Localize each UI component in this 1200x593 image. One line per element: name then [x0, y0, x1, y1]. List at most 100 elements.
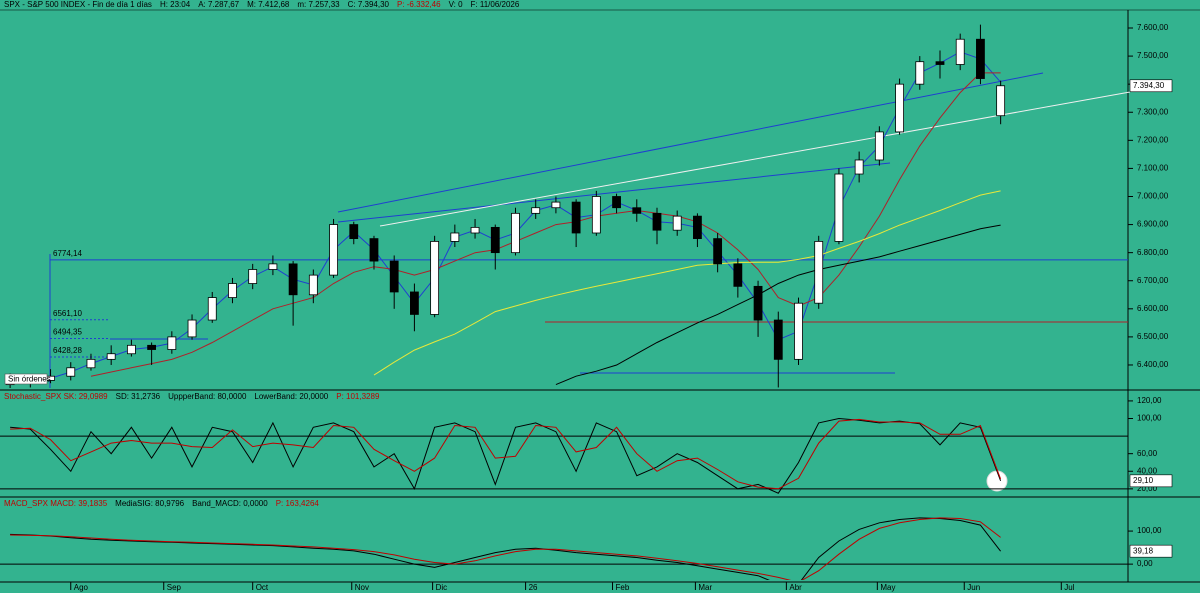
candle-body — [693, 215, 702, 240]
candle-body — [430, 241, 440, 315]
header-item: MediaSIG: 80,9796 — [115, 499, 184, 508]
x-tick-label: May — [880, 583, 895, 592]
candle-body — [915, 61, 925, 85]
last-value-label: 39,18 — [1133, 546, 1154, 555]
series-line — [10, 418, 1002, 490]
x-tick-label: Abr — [789, 583, 802, 592]
series-line — [10, 417, 1002, 494]
header-item: Stochastic_SPX SK: 29,0989 — [4, 392, 108, 401]
x-tick-label: Jun — [967, 583, 980, 592]
header-item: LowerBand: 20,0000 — [254, 392, 328, 401]
header-item: P: -6.332,46 — [397, 0, 441, 9]
last-value-box — [1129, 474, 1173, 488]
series-line — [373, 190, 1001, 376]
candle-body — [551, 201, 561, 209]
candle-body — [126, 344, 136, 355]
y-tick-label: 7.500,00 — [1137, 51, 1169, 60]
candle-body — [854, 159, 864, 175]
candle-body — [349, 224, 359, 240]
last-value-label: 29,10 — [1133, 476, 1154, 485]
candle-body — [329, 224, 338, 276]
cursor-icon — [986, 470, 1008, 492]
candle-body — [955, 38, 965, 65]
header-item: M: 7.412,68 — [247, 0, 290, 9]
panel-header: Stochastic_SPX SK: 29,0989 SD: 31,2736 Upp… — [4, 392, 380, 401]
header-item: C: 7.394,30 — [348, 0, 390, 9]
y-tick-label: 6.400,00 — [1137, 360, 1169, 369]
candle-body — [874, 131, 884, 161]
candle-body — [167, 336, 177, 350]
candle-body — [773, 319, 783, 360]
candle-body — [106, 353, 116, 360]
series-line — [10, 517, 1001, 580]
trend-line — [337, 72, 1044, 213]
header-item: SPX - S&P 500 INDEX - Fin de día 1 días — [4, 0, 152, 9]
candle-body — [814, 241, 824, 304]
trend-line — [337, 162, 891, 223]
y-tick-label: 6.800,00 — [1137, 248, 1169, 257]
y-tick-label: 6.500,00 — [1137, 332, 1169, 341]
y-tick-label: 60,00 — [1137, 449, 1158, 458]
last-value-box — [1129, 544, 1173, 558]
candle-body — [713, 238, 723, 265]
y-tick-label: 7.000,00 — [1137, 192, 1169, 201]
last-value-box — [1129, 79, 1173, 93]
header-item: P: 101,3289 — [336, 392, 380, 401]
y-tick-label: 7.200,00 — [1137, 135, 1169, 144]
candle-body — [753, 285, 763, 321]
candle-body — [86, 358, 96, 369]
header-item: UppperBand: 80,0000 — [168, 392, 247, 401]
panel-header: SPX - S&P 500 INDEX - Fin de día 1 días H… — [4, 0, 520, 9]
header-item: F: 11/06/2026 — [471, 0, 520, 9]
y-tick-label: 7.600,00 — [1137, 23, 1169, 32]
y-tick-label: 40,00 — [1137, 466, 1158, 475]
x-tick-label: Oct — [256, 583, 269, 592]
panel — [0, 517, 1128, 580]
candle-body — [733, 263, 743, 287]
candle-body — [268, 263, 278, 270]
header-item: m: 7.257,33 — [297, 0, 340, 9]
status-box — [4, 373, 48, 385]
x-tick-label: 26 — [529, 583, 538, 592]
candle-body — [531, 207, 541, 214]
candle-body — [308, 274, 318, 296]
header-item: MACD_SPX MACD: 39,1835 — [4, 499, 108, 508]
candle-body — [632, 207, 642, 214]
panel — [0, 417, 1128, 494]
y-tick-label: 7.100,00 — [1137, 164, 1169, 173]
x-tick-label: Mar — [698, 583, 712, 592]
header-item: P: 163,4264 — [276, 499, 320, 508]
y-tick-label: 120,00 — [1137, 396, 1162, 405]
last-value-label: 7.394,30 — [1133, 81, 1165, 90]
y-tick-label: 100,00 — [1137, 414, 1162, 423]
candle-body — [207, 297, 217, 321]
candle-body — [66, 367, 76, 377]
status-text: Sin órdenes — [8, 375, 51, 384]
candle-body — [187, 319, 197, 338]
candle-body — [652, 212, 662, 231]
candle-body — [834, 173, 844, 242]
candle-body — [976, 38, 985, 79]
candle-body — [895, 83, 904, 133]
candle-body — [288, 263, 298, 296]
header-item: SD: 31,2736 — [116, 392, 161, 401]
x-tick-label: Feb — [616, 583, 630, 592]
candle-body — [147, 344, 157, 350]
candle-body — [591, 196, 601, 234]
y-tick-label: 6.600,00 — [1137, 304, 1169, 313]
candle-body — [470, 226, 480, 234]
annotation-label: 6428,28 — [53, 346, 82, 355]
header-item: A: 7.287,67 — [198, 0, 239, 9]
panel-header: MACD_SPX MACD: 39,1835 MediaSIG: 80,9796 B… — [4, 499, 319, 508]
candle-body — [369, 238, 379, 262]
header-item: Band_MACD: 0,0000 — [192, 499, 268, 508]
candle-body — [794, 302, 803, 360]
panel — [5, 24, 1128, 388]
candle-body — [410, 291, 419, 315]
candle-body — [248, 269, 258, 284]
header-item: V: 0 — [449, 0, 463, 9]
candle-body — [571, 201, 581, 234]
candle-body — [935, 61, 945, 65]
y-tick-label: 6.700,00 — [1137, 276, 1169, 285]
